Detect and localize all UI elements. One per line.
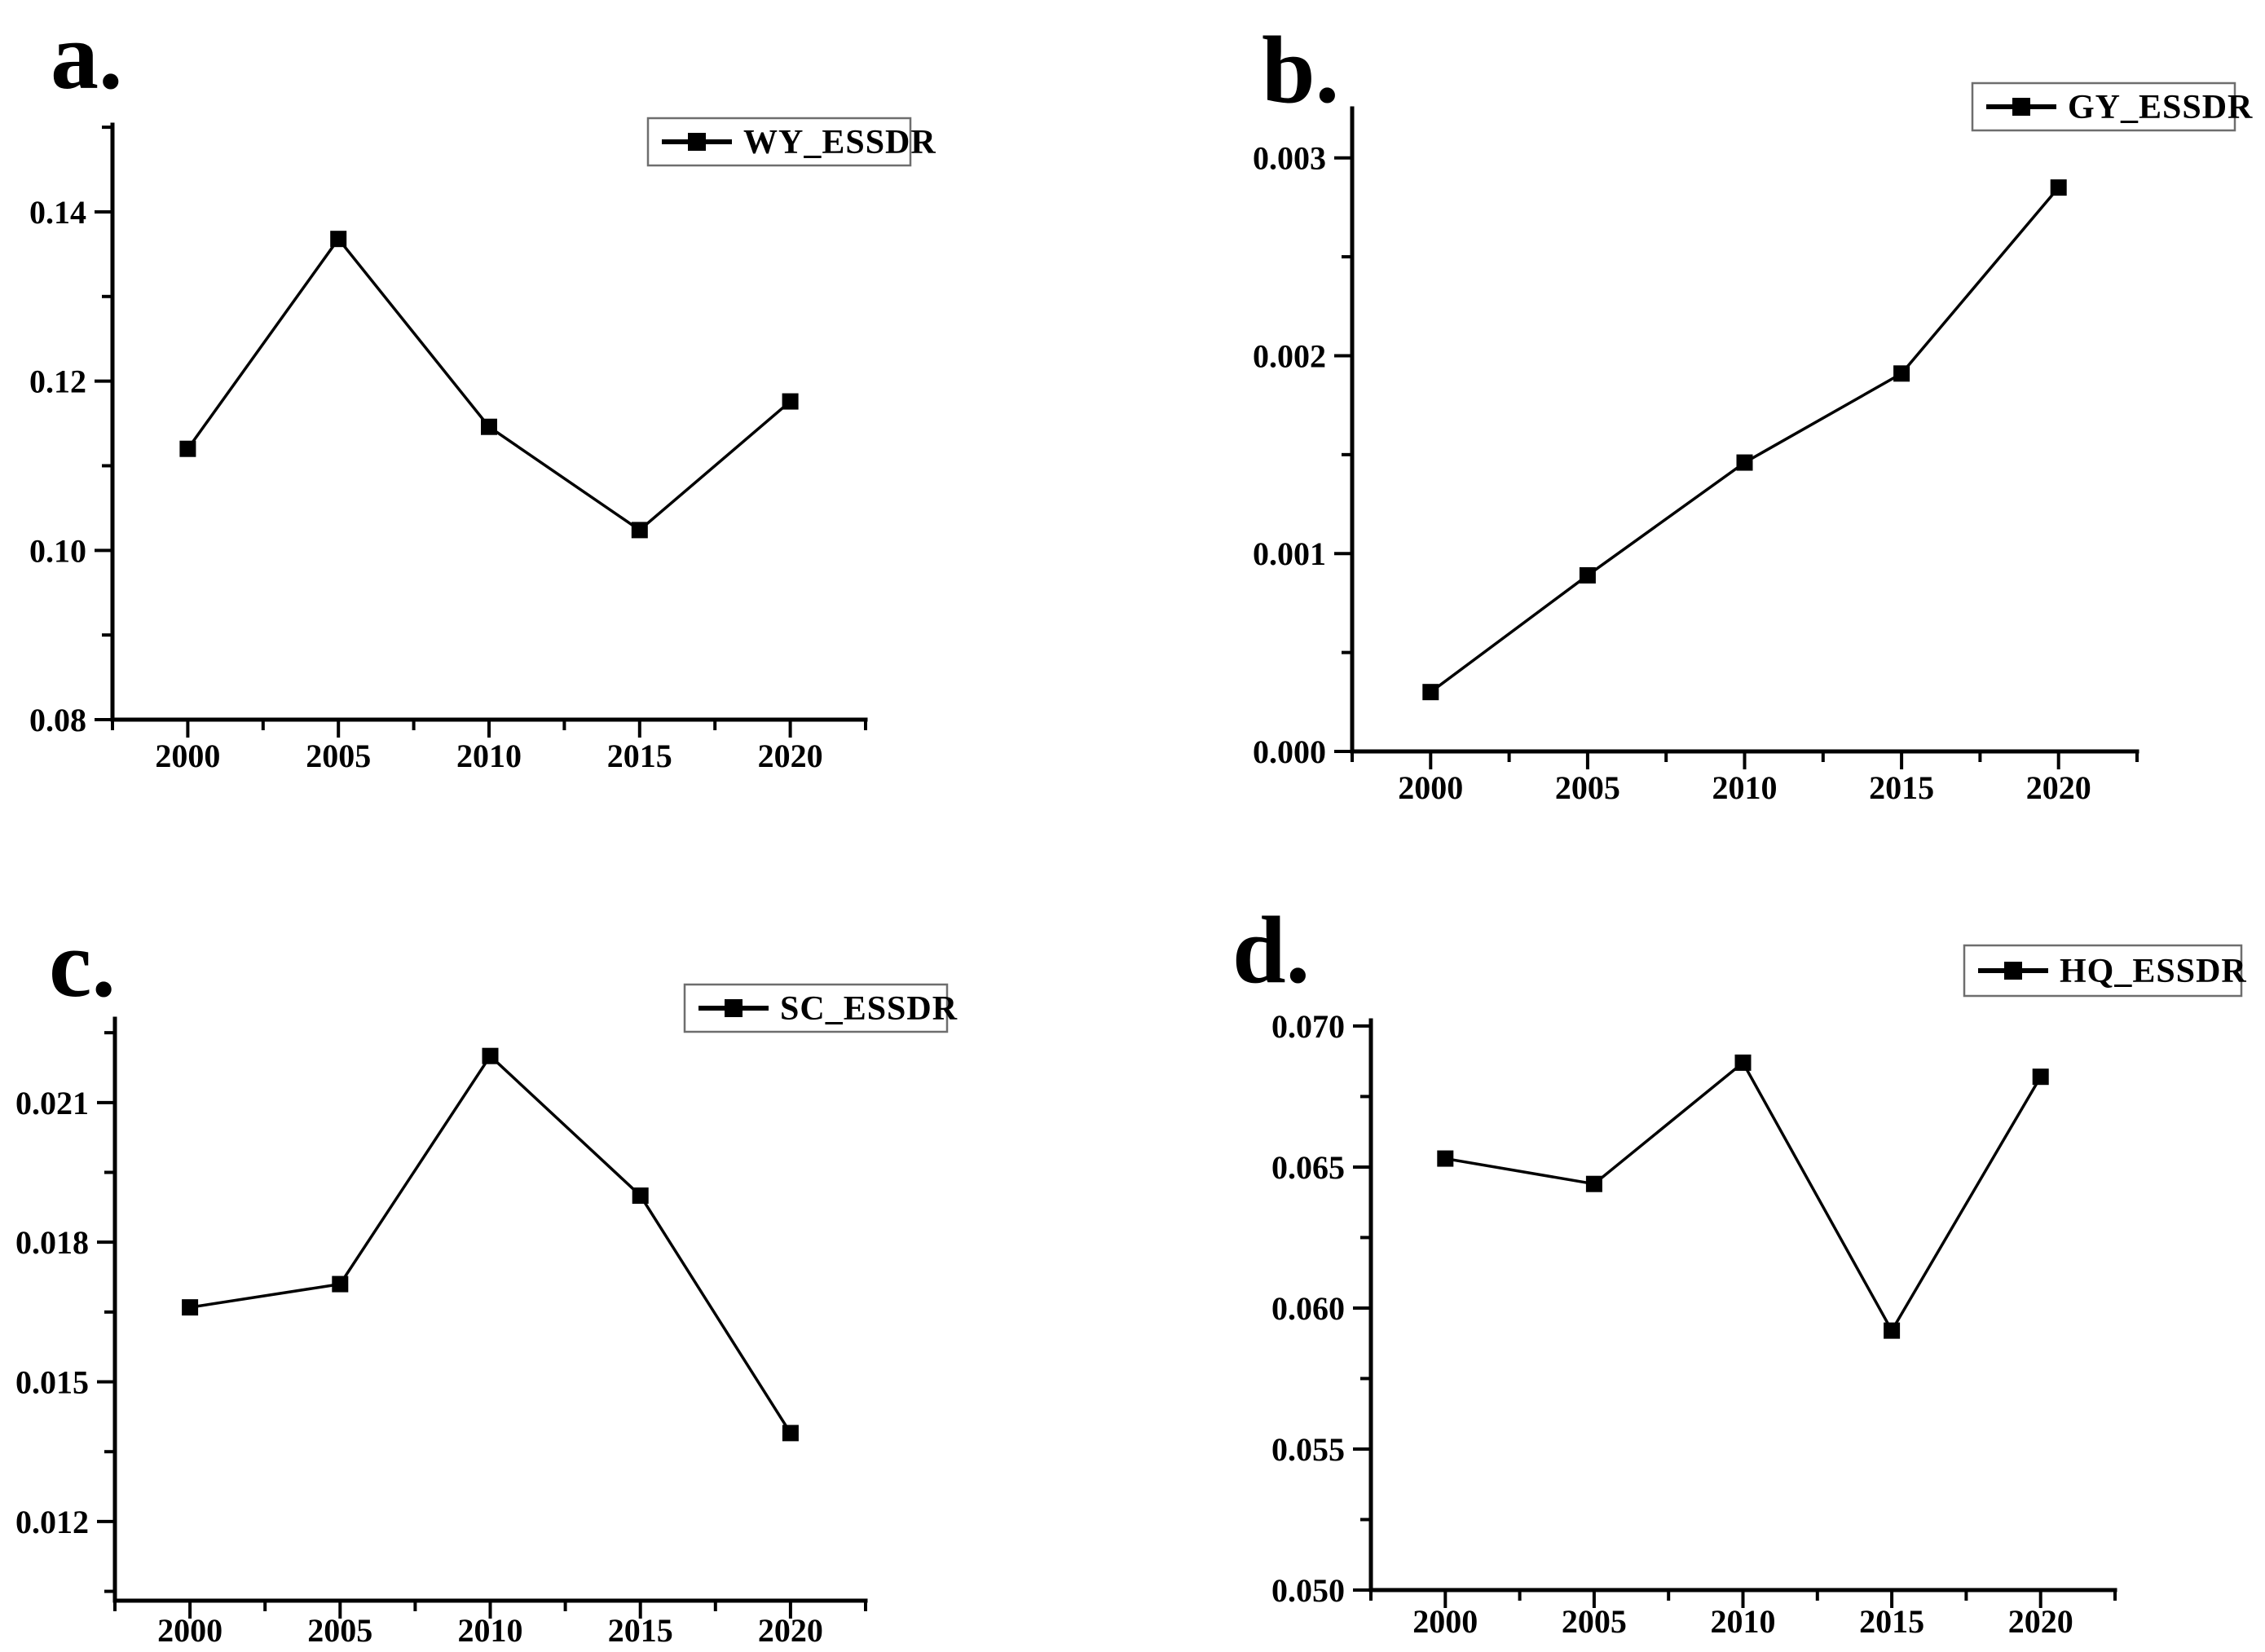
x-tick-label: 2010 [1711, 1603, 1776, 1640]
legend-marker-icon [2004, 962, 2022, 980]
panel-label-c: c. [49, 910, 116, 1017]
data-point-marker [332, 1275, 349, 1293]
x-tick-label: 2000 [1412, 1603, 1478, 1640]
data-point-marker [632, 1187, 649, 1205]
x-tick-label: 2020 [2008, 1603, 2073, 1640]
data-point-marker [631, 522, 648, 539]
y-tick-label: 0.060 [1271, 1290, 1345, 1327]
y-tick-label: 0.003 [1253, 140, 1326, 177]
y-tick-label: 0.021 [15, 1085, 89, 1121]
panel-label-a: a. [51, 2, 123, 109]
panel-label-b: b. [1262, 16, 1339, 123]
y-tick-label: 0.012 [15, 1504, 89, 1540]
data-point-marker [2050, 179, 2067, 196]
legend-label: HQ_ESSDR [2060, 953, 2247, 990]
x-tick-label: 2015 [607, 738, 672, 774]
chart-panel-d: d. 0.050 0.055 0.060 0.065 0.070 2000 2005 2010… [1232, 896, 2247, 1640]
legend-marker-icon [688, 133, 706, 151]
plot-area-d: 0.050 0.055 0.060 0.065 0.070 2000 2005 2010 201… [1271, 1008, 2117, 1640]
chart-panel-b: b. 0.000 0.001 0.002 0.003 2000 2005 2010 2015 2… [1253, 16, 2253, 806]
x-tick-label: 2010 [458, 1612, 523, 1649]
data-point-marker [2032, 1068, 2049, 1086]
data-point-marker [482, 1047, 499, 1064]
legend-b: GY_ESSDR [1971, 81, 2253, 132]
panel-label-d: d. [1232, 896, 1310, 1003]
data-point-marker [1734, 1054, 1752, 1071]
y-tick-label: 0.001 [1253, 535, 1326, 572]
plot-area-b: 0.000 0.001 0.002 0.003 2000 2005 2010 2015 2020 [1253, 106, 2139, 806]
x-tick-label: 2005 [1555, 769, 1620, 806]
y-tick-label: 0.015 [15, 1364, 89, 1401]
data-point-marker [1579, 566, 1596, 584]
x-tick-label: 2015 [1859, 1603, 1924, 1640]
data-point-marker [1736, 454, 1753, 471]
data-point-marker [1585, 1175, 1602, 1192]
plot-area-c: 0.012 0.015 0.018 0.021 2000 2005 2010 2015 2020 [15, 1016, 868, 1649]
series-line-GY_ESSDR [1430, 186, 2060, 694]
legend-a: WY_ESSDR [646, 117, 936, 167]
y-tick-label: 0.070 [1271, 1008, 1345, 1045]
x-tick-label: 2010 [456, 738, 522, 774]
x-tick-label: 2000 [1398, 769, 1463, 806]
y-tick-label: 0.018 [15, 1224, 89, 1261]
data-point-marker [182, 1299, 199, 1316]
legend-label: SC_ESSDR [780, 990, 958, 1028]
y-tick-label: 0.055 [1271, 1431, 1345, 1468]
y-tick-label: 0.10 [29, 532, 86, 569]
data-point-marker [1437, 1150, 1454, 1167]
data-point-marker [330, 231, 347, 248]
y-tick-label: 0.08 [29, 702, 86, 738]
x-tick-label: 2015 [1869, 769, 1934, 806]
y-tick-label: 0.000 [1253, 733, 1326, 770]
x-tick-label: 2005 [307, 1612, 372, 1649]
y-tick-label: 0.14 [29, 194, 86, 231]
x-tick-label: 2020 [2026, 769, 2091, 806]
data-point-marker [179, 440, 196, 457]
data-point-marker [481, 418, 497, 435]
y-tick-label: 0.050 [1271, 1572, 1345, 1609]
y-tick-label: 0.12 [29, 363, 86, 400]
legend-label: WY_ESSDR [743, 124, 936, 161]
legend-marker-icon [2012, 98, 2030, 116]
data-point-marker [1884, 1322, 1901, 1339]
x-tick-label: 2000 [157, 1612, 223, 1649]
legend-c: SC_ESSDR [683, 983, 958, 1033]
x-tick-label: 2005 [1562, 1603, 1627, 1640]
data-point-marker [782, 1425, 799, 1442]
data-point-marker [1893, 365, 1910, 382]
x-tick-label: 2020 [758, 1612, 823, 1649]
x-tick-label: 2000 [155, 738, 220, 774]
x-tick-label: 2010 [1712, 769, 1778, 806]
data-point-marker [1422, 684, 1439, 701]
x-tick-label: 2020 [758, 738, 823, 774]
series-line-SC_ESSDR [189, 1054, 792, 1434]
legend-label: GY_ESSDR [2068, 89, 2253, 126]
series-line-HQ_ESSDR [1445, 1060, 2042, 1334]
series-line-WY_ESSDR [186, 236, 791, 532]
x-tick-label: 2005 [306, 738, 371, 774]
legend-marker-icon [725, 999, 743, 1017]
data-point-marker [782, 393, 799, 410]
x-tick-label: 2015 [608, 1612, 673, 1649]
legend-d: HQ_ESSDR [1963, 944, 2247, 998]
y-tick-label: 0.065 [1271, 1149, 1345, 1186]
y-tick-label: 0.002 [1253, 337, 1326, 374]
chart-panel-c: c. 0.012 0.015 0.018 0.021 2000 2005 2010 2015 2… [15, 910, 958, 1649]
plot-area-a: 0.08 0.10 0.12 0.14 2000 2005 2010 2015 2020 [29, 122, 868, 774]
